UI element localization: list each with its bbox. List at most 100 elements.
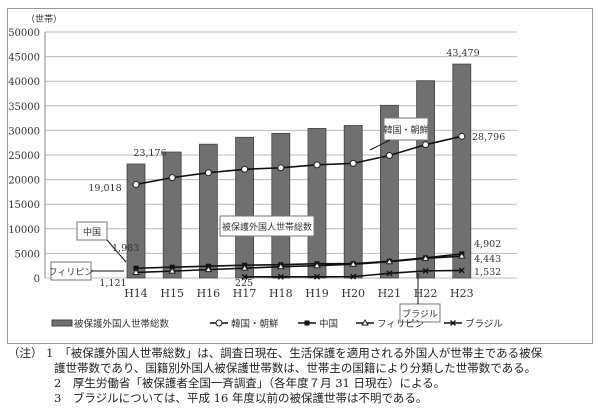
marker-triangle	[132, 268, 140, 275]
marker-triangle	[168, 267, 177, 274]
data-label: 23,176	[133, 148, 166, 159]
marker-x	[314, 273, 320, 280]
marker-triangle	[361, 319, 369, 326]
legend-swatch-bar	[51, 319, 73, 327]
bar	[198, 143, 218, 279]
marker-circle	[215, 319, 223, 327]
x-tick-label: H16	[197, 287, 221, 300]
y-tick-label: 10000	[8, 225, 40, 236]
y-tick-label: 0	[34, 274, 40, 285]
note-2: 2 厚生労働省「被保護者全国一斉調査」（各年度７月 31 日現在）による。	[54, 376, 446, 390]
marker-x	[277, 273, 284, 280]
bar	[126, 163, 146, 279]
x-tick-label: H17	[233, 287, 257, 300]
bar	[271, 132, 291, 279]
x-tick-label: H23	[450, 287, 474, 300]
line-triangle	[135, 255, 462, 274]
x-tick-label: H22	[414, 287, 438, 300]
callout-arrow	[369, 139, 391, 151]
x-tick-label: H14	[124, 287, 148, 300]
marker-triangle	[276, 262, 285, 270]
y-tick-label: 35000	[8, 102, 40, 113]
bar	[235, 136, 255, 279]
marker-circle	[277, 164, 285, 172]
data-label: 19,018	[88, 183, 121, 194]
chart: （世帯） 0 5000 10000 15000 20000 25000 30000 35000 4…	[8, 13, 517, 330]
callout-brazil-box	[399, 303, 441, 323]
legend-label: 被保護外国人世帯総数	[74, 318, 170, 330]
y-tick-label: 30000	[8, 126, 40, 137]
marker-x	[422, 267, 429, 274]
notes: （注） 1 「被保護外国人世帯総数」は、調査日現在、生活保護を適用される外国人が…	[8, 346, 542, 406]
marker-circle	[132, 180, 140, 188]
y-tick-label: 20000	[8, 176, 40, 187]
data-label: 28,796	[472, 132, 505, 143]
marker-square	[133, 265, 139, 271]
note-1-cont: 護世帯数であり、国籍別外国人被保護世帯数は、世帯主の国籍により分類した世帯数であ…	[54, 361, 537, 375]
y-tick-label: 15000	[8, 200, 40, 211]
line-circle	[135, 135, 462, 186]
note-3: 3 ブラジルについては、平成 16 年度以前の被保護世帯は不明である。	[54, 391, 428, 405]
y-tick-label: 50000	[8, 28, 40, 39]
x-tick-label: H19	[305, 287, 329, 300]
marker-triangle	[240, 264, 249, 271]
marker-circle	[349, 159, 357, 167]
note-1: 1 「被保護外国人世帯総数」は、調査日現在、生活保護を適用される外国人が世帯主で…	[46, 346, 543, 360]
callout-korea: 韓国・朝鮮	[383, 124, 428, 136]
bar	[416, 80, 436, 279]
x-tick-label: H15	[160, 287, 184, 300]
legend-label: 中国	[319, 318, 338, 330]
y-tick-label: 40000	[8, 77, 40, 88]
marker-triangle	[421, 254, 430, 261]
marker-triangle	[385, 257, 394, 265]
marker-circle	[168, 174, 176, 182]
marker-square	[304, 320, 310, 326]
marker-triangle	[457, 252, 466, 259]
marker-x	[386, 270, 393, 277]
callout-china-box	[76, 221, 108, 241]
x-tick-label: H18	[269, 287, 293, 300]
data-label: 1,532	[474, 267, 501, 278]
x-tick-label: H21	[378, 287, 402, 300]
marker-circle	[385, 151, 393, 159]
data-label: 4,902	[474, 239, 501, 250]
x-tick-label: H20	[341, 287, 365, 300]
y-tick-label: 5000	[15, 249, 40, 260]
y-axis-label: （世帯）	[26, 13, 62, 25]
legend-label: ブラジル	[465, 318, 503, 330]
callout-arrow	[106, 239, 127, 263]
callout-korea-box	[383, 117, 429, 141]
marker-triangle	[313, 261, 321, 269]
data-label: 4,443	[474, 254, 501, 265]
data-label: 43,479	[446, 48, 479, 59]
y-tick-label: 25000	[8, 151, 40, 162]
data-label: 225	[235, 278, 253, 289]
callout-total: 被保護外国人世帯総数	[222, 221, 312, 233]
marker-circle	[422, 141, 430, 149]
data-label: 1,983	[112, 243, 139, 254]
data-label: 1,121	[99, 278, 126, 289]
notes-prefix: （注）	[8, 346, 43, 360]
marker-x	[458, 267, 465, 274]
marker-circle	[313, 161, 321, 169]
marker-x	[450, 320, 456, 326]
legend-label: フィリピン	[377, 319, 424, 330]
marker-triangle	[349, 260, 358, 267]
marker-circle	[204, 169, 212, 177]
marker-x	[241, 273, 248, 280]
callout-philippines: フィリピン	[49, 267, 94, 278]
bar	[379, 104, 399, 279]
callout-total-box	[219, 215, 315, 237]
callout-brazil: ブラジル	[402, 308, 438, 320]
bar	[162, 151, 182, 279]
marker-triangle	[204, 265, 213, 273]
marker-x	[350, 273, 357, 280]
legend-label: 韓国・朝鮮	[231, 318, 279, 330]
bar	[452, 63, 472, 279]
callout-china: 中国	[83, 226, 101, 238]
marker-circle	[241, 165, 249, 173]
y-tick-label: 45000	[8, 53, 40, 64]
bar	[307, 128, 327, 279]
bar	[343, 125, 363, 279]
chart-frame	[7, 8, 593, 344]
